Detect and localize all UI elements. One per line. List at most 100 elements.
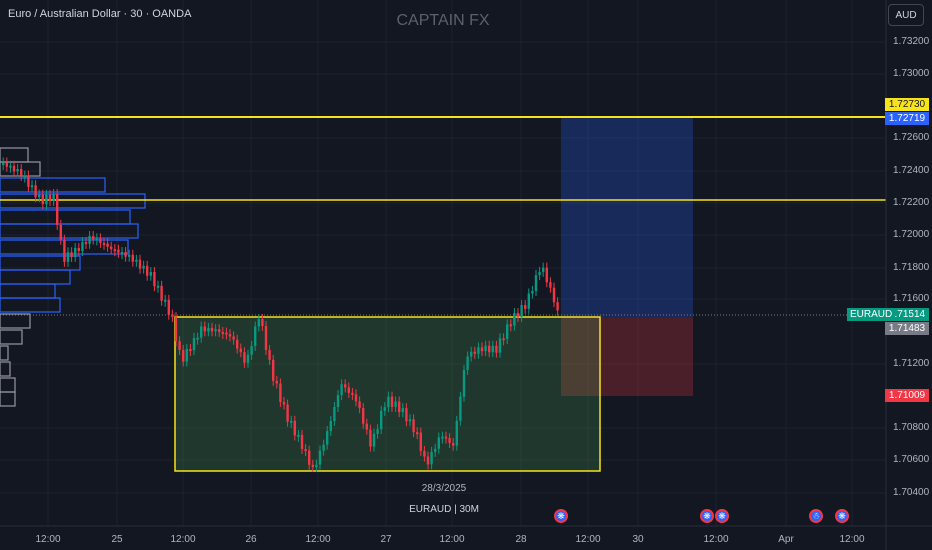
volume-profile-bar — [0, 329, 23, 345]
economic-event-icon[interactable]: ❋ — [554, 509, 568, 523]
candle-body — [99, 238, 102, 243]
candle-body — [390, 396, 394, 407]
time-tick: 26 — [245, 534, 257, 545]
economic-event-icon[interactable]: ❋ — [715, 509, 729, 523]
candle-body — [387, 396, 390, 408]
candle-body — [120, 251, 124, 254]
candle-body — [315, 464, 318, 468]
candle-body — [124, 251, 127, 257]
candle-body — [333, 406, 336, 422]
candle-body — [354, 394, 358, 402]
candle-body — [430, 451, 433, 465]
range-box — [174, 316, 601, 472]
candle-body — [203, 326, 206, 332]
economic-event-icon[interactable]: ❋ — [700, 509, 714, 523]
time-tick: 12:00 — [575, 534, 601, 545]
candle-body — [110, 246, 113, 250]
candle-body — [214, 329, 217, 332]
watermark: CAPTAIN FX — [396, 12, 490, 29]
candle-body — [156, 285, 160, 288]
candle-body — [405, 408, 408, 422]
candle-body — [441, 436, 444, 439]
candle-body — [484, 345, 487, 352]
candle-body — [466, 356, 469, 371]
volume-profile-bar — [0, 345, 9, 361]
candle-body — [477, 347, 480, 354]
candle-body — [480, 347, 484, 352]
position-target-zone — [561, 118, 693, 318]
price-tag: 1.71483 — [885, 322, 929, 335]
candle-body — [225, 332, 228, 335]
time-tick: 12:00 — [170, 534, 196, 545]
position-stop-zone — [561, 318, 693, 396]
candle-body — [304, 449, 307, 452]
candle-body — [41, 194, 44, 205]
volume-profile-bar — [0, 193, 146, 209]
candle-body — [160, 285, 163, 301]
price-tag: 1.72730 — [885, 98, 929, 111]
candle-body — [210, 327, 214, 332]
time-tick: 30 — [632, 534, 644, 545]
candle-body — [20, 168, 23, 176]
candle-body — [556, 302, 559, 311]
time-tick: 12:00 — [703, 534, 729, 545]
volume-profile-bar — [0, 269, 71, 285]
candle-body — [347, 387, 350, 393]
candle-body — [538, 271, 541, 276]
candle-body — [524, 305, 527, 309]
candle-body — [369, 429, 372, 447]
candle-body — [452, 442, 455, 446]
currency-button[interactable]: AUD — [888, 4, 924, 26]
candle-body — [542, 267, 545, 272]
candle-body — [74, 247, 77, 257]
price-tick: 1.71800 — [893, 262, 930, 273]
candle-body — [232, 336, 235, 340]
candle-body — [495, 345, 498, 353]
volume-profile — [0, 147, 146, 407]
candle-body — [182, 349, 185, 362]
candle-body — [218, 329, 221, 332]
candle-body — [2, 162, 5, 165]
price-tick: 1.70400 — [893, 487, 930, 498]
candle-body — [534, 275, 538, 291]
candle-body — [498, 338, 502, 353]
time-tick: 27 — [380, 534, 392, 545]
candle-body — [16, 168, 19, 172]
candle-body — [56, 193, 59, 225]
candle-body — [257, 319, 260, 327]
economic-event-icon[interactable]: ❋ — [835, 509, 849, 523]
candle-body — [513, 313, 516, 326]
candle-body — [394, 401, 397, 407]
candle-body — [77, 247, 80, 252]
candle-body — [365, 423, 368, 430]
candle-body — [5, 162, 8, 167]
candle-body — [344, 384, 347, 388]
candle-body — [138, 259, 142, 269]
candle-body — [38, 194, 41, 198]
candle-body — [336, 395, 340, 407]
candle-body — [185, 349, 188, 362]
candle-body — [243, 352, 246, 363]
volume-profile-bar — [0, 297, 61, 313]
candle-body — [250, 345, 253, 355]
time-tick: 12:00 — [35, 534, 61, 545]
candle-body — [437, 437, 440, 449]
volume-profile-bar — [0, 161, 41, 177]
price-tick: 1.72600 — [893, 132, 930, 143]
candle-body — [372, 433, 376, 447]
candle-body — [448, 438, 451, 443]
candle-body — [455, 420, 458, 446]
candle-body — [509, 324, 512, 327]
candle-body — [322, 444, 325, 451]
price-tick: 1.72400 — [893, 165, 930, 176]
candle-body — [549, 282, 552, 288]
candle-body — [9, 165, 12, 168]
economic-event-icon[interactable]: ☃ — [809, 509, 823, 523]
volume-profile-bar — [0, 177, 106, 193]
candle-body — [239, 348, 242, 353]
candle-body — [200, 326, 203, 338]
candle-body — [329, 421, 332, 432]
candle-body — [552, 287, 556, 303]
candle-body — [351, 392, 354, 395]
